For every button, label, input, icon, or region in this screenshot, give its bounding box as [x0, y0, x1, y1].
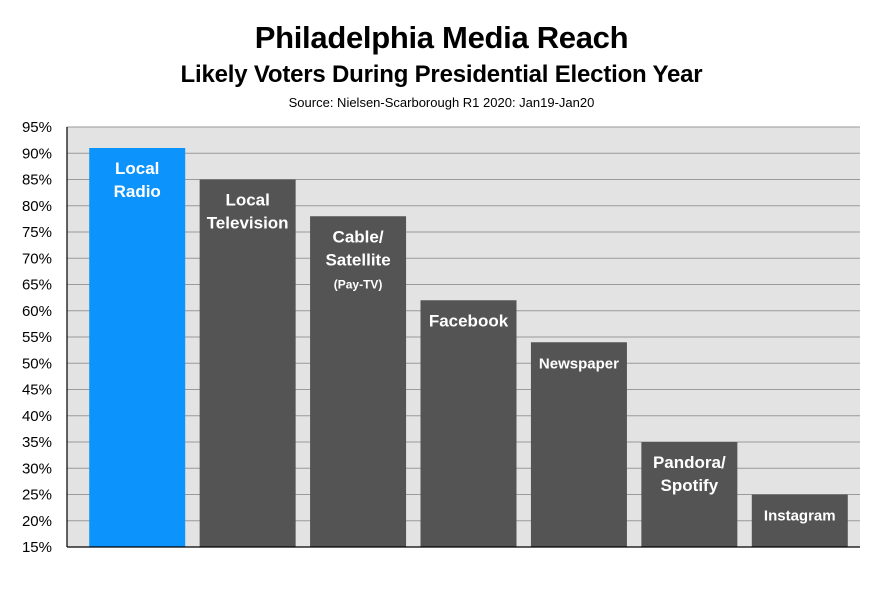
bar [530, 342, 627, 547]
bar-label: Local Radio [114, 159, 161, 201]
y-tick-label: 30% [22, 460, 52, 477]
bar [199, 179, 296, 547]
bar [641, 442, 738, 547]
bar-label: Newspaper [539, 355, 619, 372]
y-tick-label: 20% [22, 513, 52, 530]
bar-label: Pandora/Spotify [653, 453, 726, 495]
bar [310, 216, 407, 547]
y-tick-label: 25% [22, 487, 52, 504]
y-tick-label: 60% [22, 303, 52, 320]
y-tick-label: 15% [22, 539, 52, 556]
y-tick-label: 70% [22, 250, 52, 267]
bar-label: Facebook [429, 311, 509, 330]
chart-source: Source: Nielsen-Scarborough R1 2020: Jan… [288, 95, 595, 110]
y-tick-label: 40% [22, 408, 52, 425]
bar-label: Cable/Satellite (Pay-TV) [325, 227, 390, 291]
y-tick-label: 65% [22, 277, 52, 294]
y-tick-label: 35% [22, 434, 52, 451]
y-tick-label: 75% [22, 224, 52, 241]
bar [751, 494, 848, 547]
y-tick-label: 95% [22, 119, 52, 136]
y-tick-label: 50% [22, 355, 52, 372]
y-tick-label: 90% [22, 145, 52, 162]
bar-label: Local Television [207, 191, 289, 233]
chart-subtitle: Likely Voters During Presidential Electi… [180, 61, 703, 88]
y-tick-label: 55% [22, 329, 52, 346]
y-tick-label: 80% [22, 198, 52, 215]
bar-label: Instagram [764, 508, 836, 525]
y-tick-label: 45% [22, 382, 52, 399]
bar [89, 148, 186, 547]
y-tick-label: 85% [22, 172, 52, 189]
bar [420, 300, 517, 547]
chart-title: Philadelphia Media Reach [254, 20, 629, 55]
